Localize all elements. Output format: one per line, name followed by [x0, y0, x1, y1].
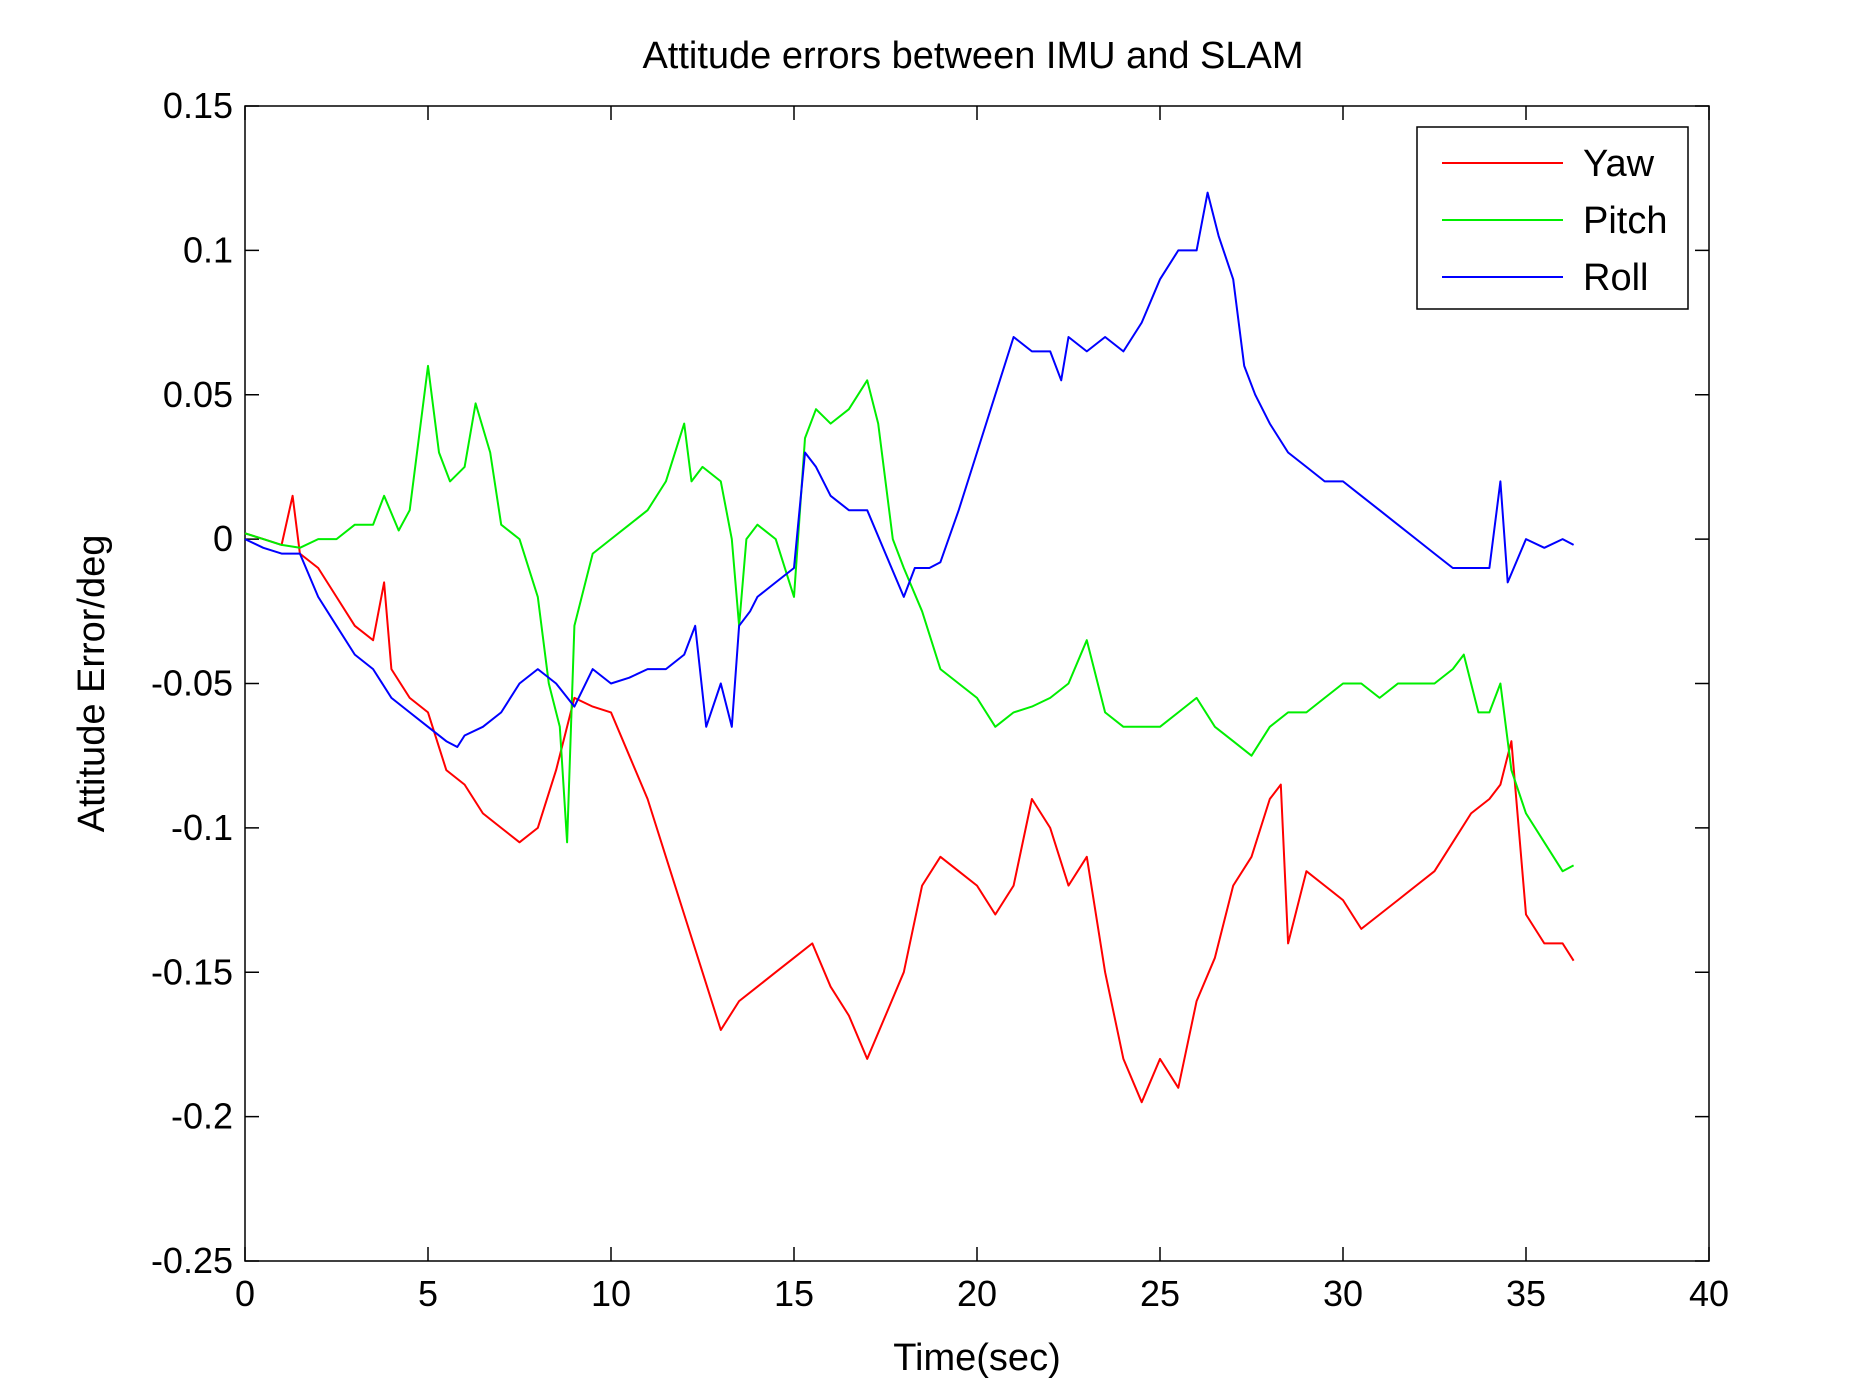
- y-tick-label: -0.25: [151, 1240, 233, 1281]
- y-tick-label: 0: [213, 518, 233, 559]
- x-tick-label: 0: [235, 1273, 255, 1314]
- x-tick-label: 10: [591, 1273, 631, 1314]
- x-tick-label: 15: [774, 1273, 814, 1314]
- series-line-pitch: [244, 364, 1575, 873]
- x-tick-label: 5: [418, 1273, 438, 1314]
- legend: Yaw Pitch Roll: [1416, 126, 1689, 310]
- legend-label-roll: Roll: [1583, 257, 1648, 299]
- x-tick-label: 35: [1506, 1273, 1546, 1314]
- data-series: [244, 191, 1575, 1104]
- y-tick-label: -0.1: [171, 807, 233, 848]
- y-tick-label: -0.15: [151, 951, 233, 992]
- legend-label-pitch: Pitch: [1583, 200, 1667, 242]
- axis-ticks: 0 5 10 15 20 25 30 35 40 0.15 0.1 0.05 0 -0.05 -0.1 -0.…: [151, 85, 1729, 1314]
- y-tick-label: 0.15: [163, 85, 233, 126]
- y-tick-label: 0.05: [163, 374, 233, 415]
- legend-label-yaw: Yaw: [1583, 143, 1655, 185]
- series-line-yaw: [244, 494, 1575, 1104]
- x-tick-label: 25: [1140, 1273, 1180, 1314]
- y-tick-label: 0.1: [183, 229, 233, 270]
- x-axis-label: Time(sec): [893, 1337, 1060, 1379]
- chart-title: Attitude errors between IMU and SLAM: [642, 35, 1303, 77]
- y-axis-label: Attitude Error/deg: [71, 535, 113, 833]
- series-line-roll: [244, 191, 1575, 748]
- legend-box: [1416, 126, 1689, 310]
- y-tick-label: -0.2: [171, 1096, 233, 1137]
- x-tick-label: 20: [957, 1273, 997, 1314]
- y-tick-label: -0.05: [151, 663, 233, 704]
- x-tick-label: 40: [1689, 1273, 1729, 1314]
- x-tick-label: 30: [1323, 1273, 1363, 1314]
